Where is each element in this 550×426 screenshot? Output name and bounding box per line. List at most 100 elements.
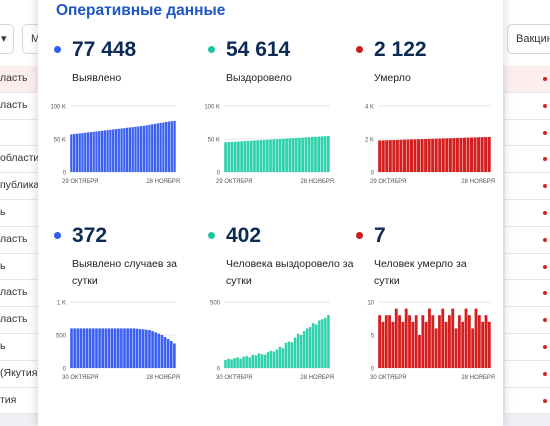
bar bbox=[321, 319, 324, 368]
bar bbox=[259, 140, 263, 172]
region-dropdown[interactable]: ▾ bbox=[0, 24, 14, 54]
bar bbox=[148, 124, 151, 172]
stat-label: Выявлено bbox=[72, 72, 122, 84]
bar bbox=[282, 138, 285, 172]
bar bbox=[242, 356, 245, 368]
bar bbox=[166, 338, 170, 368]
bar bbox=[284, 342, 288, 368]
bar bbox=[487, 321, 491, 368]
region-row-end bbox=[505, 307, 550, 334]
bar bbox=[154, 332, 157, 368]
x-tick-label: 28 НОЯБРЯ bbox=[146, 375, 180, 381]
bar bbox=[120, 328, 123, 368]
bar bbox=[414, 315, 418, 368]
bar bbox=[427, 138, 431, 172]
bar bbox=[233, 141, 237, 172]
bar bbox=[262, 139, 266, 172]
red-dot-icon bbox=[543, 184, 547, 189]
bar bbox=[434, 328, 438, 368]
bar bbox=[125, 127, 129, 172]
bar bbox=[471, 328, 475, 368]
bar bbox=[160, 335, 164, 368]
bar bbox=[418, 335, 421, 368]
bar bbox=[378, 315, 382, 368]
bar bbox=[246, 140, 250, 172]
bar bbox=[477, 137, 481, 172]
chart-detected: 100 K 50 K 0 29 ОКТЯБРЯ 28 НОЯБРЯ bbox=[38, 100, 188, 200]
bar bbox=[459, 137, 463, 172]
y-tick-label: 10 bbox=[367, 301, 374, 307]
stat-value: 7 bbox=[374, 224, 386, 247]
y-tick-label: 0 bbox=[217, 367, 221, 373]
bar bbox=[227, 142, 231, 172]
bar bbox=[378, 140, 382, 172]
bar bbox=[461, 321, 465, 368]
y-tick-label: 4 K bbox=[365, 105, 374, 111]
bar bbox=[230, 359, 233, 368]
bar bbox=[487, 136, 491, 172]
bar bbox=[398, 315, 401, 368]
bar bbox=[169, 340, 173, 368]
y-tick-label: 500 bbox=[210, 301, 221, 307]
bar bbox=[120, 128, 123, 172]
bar bbox=[137, 126, 140, 172]
bar bbox=[452, 138, 456, 172]
bar bbox=[318, 320, 321, 368]
bar bbox=[112, 129, 115, 172]
bar bbox=[100, 130, 104, 172]
bar bbox=[116, 328, 120, 368]
red-dot-icon bbox=[543, 264, 547, 269]
bar bbox=[431, 138, 435, 172]
bar bbox=[272, 351, 276, 368]
bar bbox=[466, 137, 470, 172]
bar bbox=[409, 139, 414, 172]
y-tick-label: 0 bbox=[371, 171, 375, 177]
bar bbox=[104, 328, 108, 368]
bar bbox=[394, 308, 398, 368]
bar bbox=[110, 328, 114, 368]
bar bbox=[314, 136, 317, 172]
bar bbox=[281, 348, 285, 368]
bar bbox=[78, 133, 81, 172]
bar bbox=[72, 134, 76, 172]
bar bbox=[95, 328, 98, 368]
region-row-end bbox=[505, 253, 550, 281]
bar bbox=[269, 139, 272, 172]
stat-value: 2 122 bbox=[374, 38, 427, 61]
bar bbox=[88, 328, 92, 368]
bar bbox=[98, 131, 101, 172]
x-tick-label: 29 ОКТЯБРЯ bbox=[62, 179, 99, 185]
bar bbox=[288, 138, 292, 172]
bar bbox=[278, 138, 282, 172]
y-tick-label: 5 bbox=[371, 334, 375, 340]
bar bbox=[131, 127, 134, 172]
bar bbox=[167, 121, 171, 172]
bar bbox=[424, 321, 428, 368]
bar bbox=[470, 137, 474, 172]
bar bbox=[323, 136, 327, 172]
bar bbox=[134, 126, 137, 172]
vaccination-tab[interactable]: Вакцин bbox=[507, 24, 550, 54]
bar bbox=[441, 308, 445, 368]
operational-data-card: Оперативные данные 77 448 Выявлено 54 61… bbox=[38, 0, 503, 426]
bar bbox=[420, 139, 424, 172]
bar bbox=[170, 121, 173, 172]
x-tick-label: 30 ОКТЯБРЯ bbox=[216, 375, 253, 381]
bar bbox=[272, 139, 276, 172]
y-tick-label: 500 bbox=[56, 334, 67, 340]
red-dot-icon bbox=[356, 46, 363, 53]
bar bbox=[431, 315, 435, 368]
bar bbox=[157, 333, 161, 368]
bar bbox=[95, 131, 98, 172]
bar bbox=[294, 137, 298, 172]
red-dot-icon bbox=[356, 232, 363, 239]
bar bbox=[82, 328, 86, 368]
bar bbox=[309, 327, 312, 368]
stat-label: Человек умерло за сутки bbox=[374, 258, 467, 287]
bar bbox=[275, 349, 279, 368]
bar bbox=[312, 323, 315, 368]
bar bbox=[251, 354, 254, 368]
bar bbox=[402, 139, 406, 172]
bar bbox=[438, 138, 442, 172]
bar bbox=[399, 139, 403, 172]
